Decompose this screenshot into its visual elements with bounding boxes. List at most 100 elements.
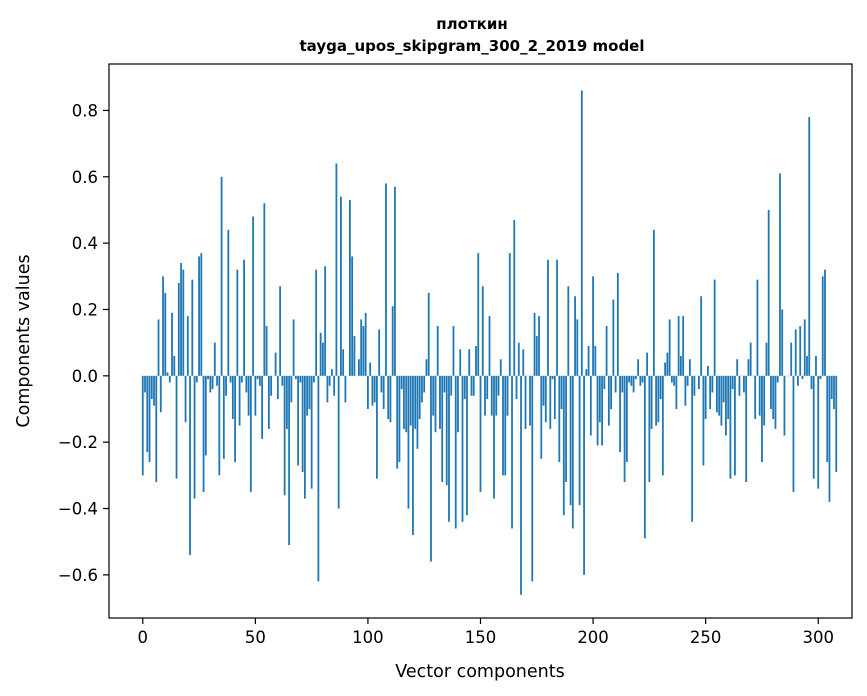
bar (828, 375, 831, 502)
bar (303, 375, 306, 499)
bar (220, 176, 223, 376)
bar (679, 355, 682, 376)
bar (394, 186, 396, 376)
bar (283, 375, 286, 496)
bar (340, 196, 342, 376)
bar (558, 375, 561, 463)
bar (578, 375, 581, 506)
bar (549, 375, 552, 429)
bar (707, 365, 709, 376)
bar (835, 375, 838, 473)
bar (774, 375, 777, 429)
bar (702, 375, 705, 466)
bar (247, 375, 250, 416)
y-axis-ticks: −0.6 −0.4 −0.2 0.0 0.2 0.4 0.6 0.8 (58, 101, 109, 585)
bar (389, 375, 392, 423)
bar (614, 375, 617, 393)
bar (481, 286, 484, 376)
bar (148, 375, 151, 463)
bar (265, 326, 268, 376)
bar (427, 292, 430, 376)
bar (682, 316, 685, 376)
bar (637, 359, 640, 376)
bar (299, 375, 302, 383)
bar (342, 349, 345, 376)
y-tick-label: 0.2 (72, 300, 98, 319)
bar (531, 375, 534, 582)
bar (799, 326, 802, 376)
bar (819, 375, 822, 380)
bar (765, 342, 768, 376)
bar (722, 375, 725, 403)
bar (821, 276, 824, 376)
bar (369, 362, 372, 376)
bar (430, 375, 432, 562)
bar (376, 375, 378, 479)
bar (407, 375, 410, 509)
bar (580, 90, 583, 376)
bar (747, 359, 750, 376)
bar (720, 375, 723, 426)
bar (803, 319, 806, 376)
bar (603, 375, 606, 390)
bar (301, 375, 304, 473)
bar (326, 375, 329, 403)
bar (457, 375, 459, 433)
y-axis-label: Components values (14, 254, 34, 427)
bar (754, 375, 757, 419)
bar (605, 326, 608, 376)
bar (553, 375, 556, 419)
bar (646, 352, 649, 376)
bar (400, 375, 403, 390)
bar (463, 375, 466, 400)
bar (704, 375, 707, 419)
bar (675, 375, 678, 409)
bar (504, 375, 507, 476)
x-axis-ticks: 0 50 100 150 200 250 300 (138, 618, 834, 647)
bar (612, 299, 615, 376)
bar (506, 375, 509, 416)
bar (513, 219, 516, 376)
bar (520, 375, 522, 595)
bar (623, 375, 626, 482)
bar (673, 375, 676, 386)
bar (308, 375, 311, 409)
bar (493, 375, 495, 499)
bar (207, 375, 209, 380)
bar (258, 375, 261, 386)
bar (146, 375, 149, 453)
bar (184, 375, 187, 423)
bar (380, 375, 383, 393)
chart-title-line2: tayga_upos_skipgram_300_2_2019 model (300, 37, 645, 55)
bar (607, 375, 610, 426)
bar (315, 269, 318, 376)
bar (349, 200, 351, 376)
bar (186, 316, 189, 376)
bar (488, 316, 491, 376)
bar (155, 375, 158, 482)
bar (670, 375, 673, 383)
x-tick-label: 250 (690, 628, 722, 647)
bar (666, 352, 669, 376)
bar (677, 316, 680, 376)
bar (222, 375, 225, 459)
bar (781, 309, 784, 376)
bar (833, 375, 835, 409)
bar (204, 375, 207, 456)
bar (743, 375, 745, 393)
bar (797, 375, 799, 386)
y-tick-label: −0.4 (58, 500, 98, 519)
bar (335, 163, 338, 376)
bar (538, 316, 540, 376)
bar (616, 272, 619, 376)
bar (495, 375, 498, 416)
bar (729, 375, 732, 479)
bar (418, 375, 421, 419)
bar (475, 345, 477, 376)
bar (448, 375, 450, 522)
bar (141, 375, 144, 476)
x-tick-label: 50 (245, 628, 266, 647)
bar (470, 375, 473, 396)
bar (240, 375, 243, 383)
bar (736, 359, 739, 376)
